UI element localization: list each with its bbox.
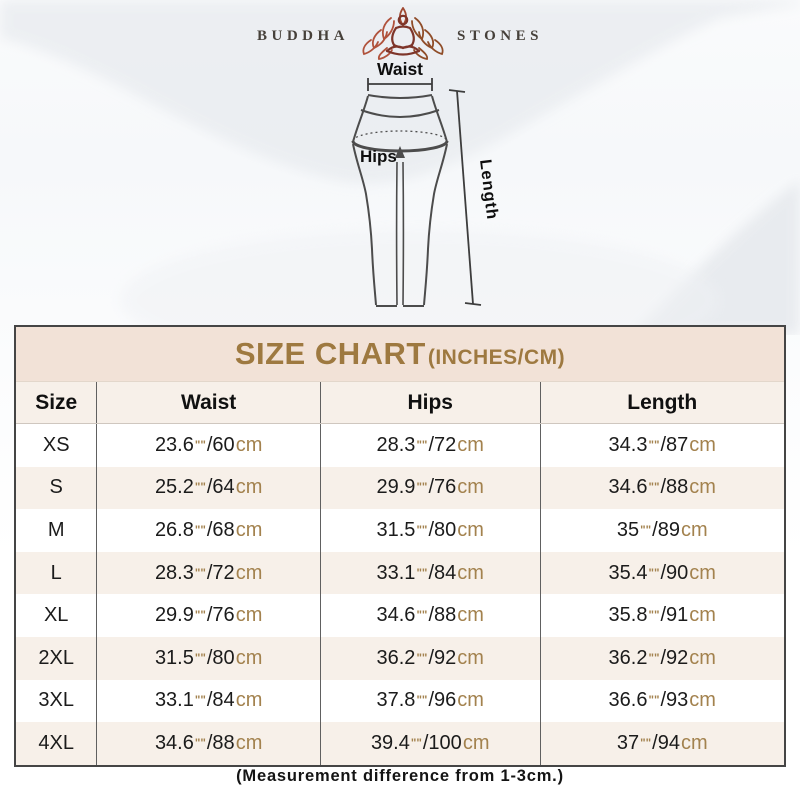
size-chart-table: SIZE CHART (INCHES/CM) Size Waist Hips L… [14,325,786,767]
hips-value-cell: 39.4 ""/100 cm [321,722,541,765]
hips-value-cell: 28.3 ""/72 cm [321,424,541,467]
waist-value-cell: 33.1 ""/84 cm [97,679,321,723]
hips-value-cell: 29.9 ""/76 cm [321,466,541,510]
measurement-note: (Measurement difference from 1-3cm.) [236,767,564,785]
length-value-cell: 37 ""/94 cm [616,731,708,754]
table-row-l: L 28.3 ""/72 cm 33.1 ""/84 cm 35.4 ""/90 cm [16,551,784,595]
table-row-xs: XS 23.6 ""/60 cm 28.3 ""/72 cm 34.3 ""/87 cm [16,424,784,467]
brand-name-left: BUDDHA [257,27,350,44]
size-cell: XS [16,424,98,467]
column-header-size: Size [16,382,98,423]
waist-value-cell: 34.6 ""/88 cm [97,722,321,765]
hips-value-cell: 31.5 ""/80 cm [321,509,541,552]
size-chart-title-bar: SIZE CHART (INCHES/CM) [16,327,784,382]
hips-value-cell: 37.8 ""/96 cm [321,679,541,723]
size-cell: L [16,551,98,595]
length-label: Length [476,158,501,221]
waist-value-cell: 29.9 ""/76 cm [97,594,321,637]
column-header-hips: Hips [321,382,541,423]
length-value-cell: 36.6 ""/93 cm [608,689,716,712]
waist-measure-line [367,78,433,91]
size-table-body: XS 23.6 ""/60 cm 28.3 ""/72 cm 34.3 ""/87 cm S 25.2… [16,424,784,765]
length-value-cell: 35.8 ""/91 cm [608,604,716,627]
size-cell: 4XL [16,722,98,765]
length-value-cell: 34.6 ""/88 cm [608,476,716,499]
table-row-m: M 26.8 ""/68 cm 31.5 ""/80 cm 35 ""/89 cm [16,509,784,552]
waist-value-cell: 26.8 ""/68 cm [97,509,321,552]
length-value-cell: 34.3 ""/87 cm [608,433,716,456]
size-cell: 2XL [16,636,98,680]
lotus-meditation-icon [362,7,444,61]
size-chart-title: SIZE CHART [234,336,426,371]
brand-name-right: STONES [457,27,543,44]
length-value-cell: 35.4 ""/90 cm [608,561,716,584]
size-cell: S [16,466,98,510]
table-row-xl: XL 29.9 ""/76 cm 34.6 ""/88 cm 35.8 ""/91 cm [16,594,784,637]
hips-value-cell: 33.1 ""/84 cm [321,551,541,595]
waist-value-cell: 23.6 ""/60 cm [97,424,321,467]
column-header-length: Length [627,390,698,414]
brand-logo: BUDDHA [0,4,800,62]
hips-value-cell: 34.6 ""/88 cm [321,594,541,637]
length-measure-line [448,89,482,306]
table-row-4xl: 4XL 34.6 ""/88 cm 39.4 ""/100 cm 37 ""/94 cm [16,722,784,765]
leggings-outline [351,94,449,307]
hips-label: Hips [360,147,397,166]
length-value-cell: 36.2 ""/92 cm [608,646,716,669]
size-cell: XL [16,594,98,637]
hips-value-cell: 36.2 ""/92 cm [321,636,541,680]
leggings-diagram: Waist Hips [330,54,540,324]
waist-value-cell: 28.3 ""/72 cm [97,551,321,595]
waist-label: Waist [377,59,423,79]
table-row-s: S 25.2 ""/64 cm 29.9 ""/76 cm 34.6 ""/88 cm [16,466,784,510]
length-value-cell: 35 ""/89 cm [616,518,708,541]
table-header-row: Size Waist Hips Length [16,382,784,424]
size-cell: 3XL [16,679,98,723]
waist-value-cell: 31.5 ""/80 cm [97,636,321,680]
column-header-waist: Waist [97,382,321,423]
hips-arrow-icon [395,146,405,158]
size-chart-subtitle: (INCHES/CM) [427,346,566,369]
waist-value-cell: 25.2 ""/64 cm [97,466,321,510]
table-row-2xl: 2XL 31.5 ""/80 cm 36.2 ""/92 cm 36.2 ""/92 cm [16,636,784,680]
size-cell: M [16,509,98,552]
table-row-3xl: 3XL 33.1 ""/84 cm 37.8 ""/96 cm 36.6 ""/93 cm [16,679,784,723]
